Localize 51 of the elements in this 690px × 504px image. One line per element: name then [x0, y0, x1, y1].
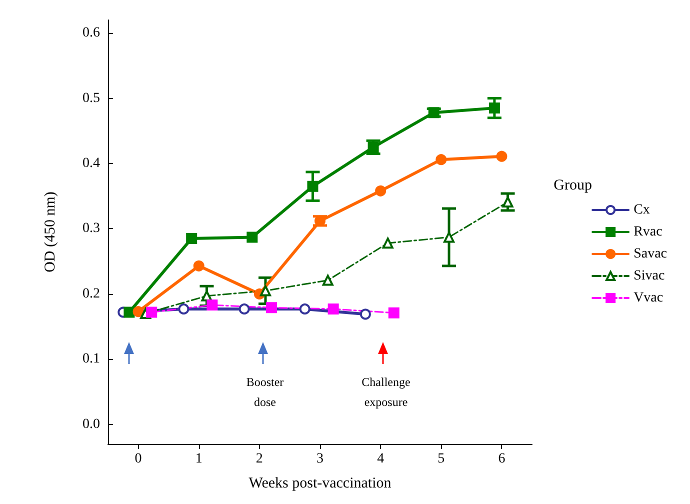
- x-tick-label: 3: [316, 452, 324, 466]
- legend-label: Vvac: [634, 290, 664, 306]
- x-tick-label: 6: [498, 452, 506, 466]
- point: [502, 196, 514, 208]
- y-tick-label: 0.6: [82, 26, 100, 41]
- point: [186, 233, 198, 244]
- y-tick-label: 0.5: [82, 90, 100, 106]
- x-tick-label: 4: [377, 452, 384, 466]
- point: [201, 290, 212, 302]
- y-axis-title: OD (450 nm): [42, 192, 58, 272]
- legend-label: Savac: [634, 246, 668, 262]
- x-tick-label: 1: [195, 452, 202, 466]
- point: [360, 308, 371, 320]
- x-tick-label: 0: [134, 452, 142, 466]
- point: [388, 307, 400, 318]
- x-axis-title: Weeks post-vaccination: [248, 476, 392, 492]
- point: [444, 232, 455, 243]
- point: [193, 260, 204, 272]
- point: [382, 238, 394, 249]
- point: [428, 107, 440, 118]
- point: [488, 102, 500, 114]
- point: [368, 142, 379, 153]
- point: [178, 303, 190, 314]
- annotation: Challenge exposure: [362, 375, 410, 409]
- point: [132, 306, 144, 318]
- y-tick-label: 0.2: [82, 286, 100, 302]
- point: [322, 274, 334, 286]
- legend-label: Sivac: [634, 268, 665, 284]
- annotation: Booster dose: [246, 375, 284, 409]
- x-tick-label: 5: [438, 452, 445, 466]
- point: [496, 150, 508, 162]
- point: [124, 306, 135, 318]
- x-tick-label: 2: [256, 452, 263, 466]
- legend-label: Rvac: [634, 224, 662, 240]
- y-tick-label: 0.3: [82, 221, 100, 236]
- point: [328, 303, 339, 314]
- point: [260, 285, 271, 296]
- y-tick-label: 0.0: [82, 416, 100, 432]
- point: [375, 185, 386, 196]
- y-tick-label: 0.4: [82, 156, 100, 172]
- legend-title: Group: [554, 178, 592, 194]
- legend-label: Cx: [634, 202, 650, 218]
- y-tick-label: 0.1: [82, 352, 100, 367]
- point: [206, 300, 218, 311]
- point: [238, 303, 250, 314]
- point: [266, 302, 278, 314]
- point: [246, 232, 258, 243]
- point: [299, 303, 310, 314]
- point: [146, 306, 158, 318]
- point: [436, 154, 447, 166]
- point: [307, 180, 318, 192]
